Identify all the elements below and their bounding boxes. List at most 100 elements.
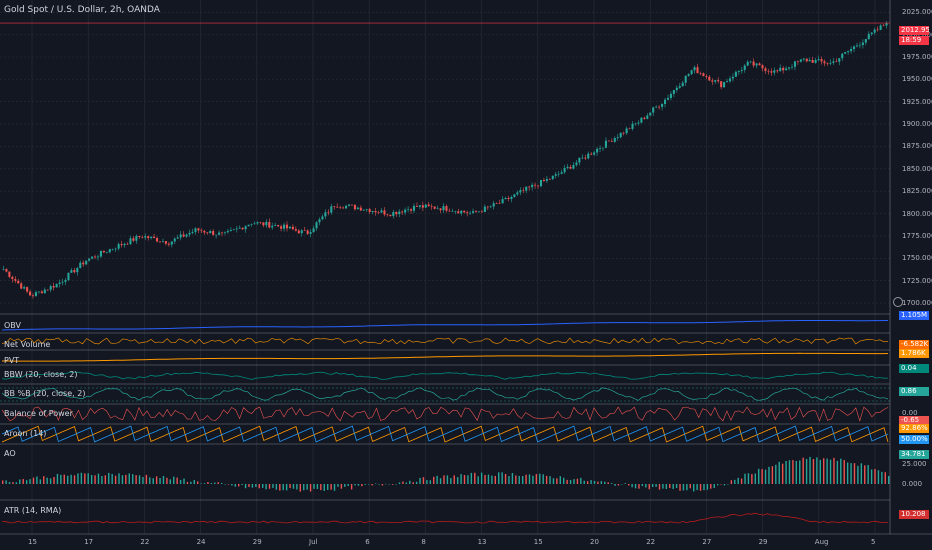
candle-body [599,148,602,149]
candle-body [829,62,832,64]
candle-body [764,68,767,71]
candle-body [185,234,188,237]
candle-body [220,232,224,234]
ao-bar [53,477,55,484]
candle-body [306,230,309,234]
time-tick: 27 [702,538,712,546]
candle-body [91,256,94,259]
candle-body [167,243,170,245]
ao-bar [398,482,401,484]
ao-bar [638,484,640,489]
ao-bar [761,469,763,484]
ao-bar [686,484,688,491]
ao-bar [734,479,736,484]
candle-body [271,225,274,228]
candle-body [247,224,250,227]
time-tick: 29 [758,538,768,546]
candle-body [554,174,557,176]
candle-body [285,224,289,229]
ao-bar [306,484,308,490]
candle-body [882,25,885,27]
ao-bar [12,482,14,484]
ao-bar [436,475,438,484]
aroon-up-line [1,425,889,443]
candle-body [566,166,569,168]
candle-body [327,212,330,213]
candle-body [681,82,684,87]
candle-body [690,70,693,75]
ao-bar [70,474,72,484]
candle-body [714,80,717,82]
bbp-pane-label: BB %B (20, close, 2) [4,389,86,398]
ao-bar [860,463,863,484]
ao-bar [816,457,818,484]
candle-body [855,45,859,47]
candle-body [76,267,79,273]
scroll-to-realtime-button[interactable] [893,297,903,307]
ao-bar [805,458,808,484]
bbw-value-badge: 0.04 [899,364,929,373]
candle-body [23,287,26,289]
ao-bar [354,484,356,486]
ao-bar [43,476,45,484]
obv-value-badge: 1.105M [899,311,929,320]
ao-bar [63,474,65,484]
ao-bar [39,479,42,484]
candle-body [501,199,504,204]
candle-body [486,206,489,208]
candle-body [758,63,761,66]
candle-body [17,280,20,284]
candle-body [820,59,823,62]
ao-bar [651,484,654,488]
ao-bar [121,475,124,484]
candle-body [445,206,448,211]
ao-bar [66,475,69,484]
candle-body [542,179,545,181]
ao-bar [689,484,691,489]
candle-body [823,61,826,64]
candle-body [29,291,32,296]
net-volume-value-badge: -6.582K [899,340,929,349]
obv-line [1,320,888,331]
ao-bar [350,484,353,490]
candle-body [336,206,339,208]
ao-bar [19,479,21,484]
candle-body [637,122,640,124]
time-tick: 15 [28,538,37,546]
price-tick: 1900.000 [902,120,932,129]
candle-body [49,286,52,290]
candle-body [170,241,173,245]
ao-bar [210,483,213,484]
candle-body [528,186,531,188]
ao-bar [713,484,715,489]
ao-bar [682,484,685,491]
candle-body [737,70,740,72]
ao-bar [388,484,390,485]
candle-body [613,138,616,142]
candle-body [793,61,797,67]
candle-body [70,270,73,273]
price-tick: 1775.000 [902,231,932,240]
ao-bar [559,476,561,484]
bbp-value-badge: 0.86 [899,387,929,396]
candle-body [480,211,483,213]
ao-bar [255,484,257,487]
pvt-value-badge: 1.786K [899,349,929,358]
candle-body [850,49,853,52]
ao-bar [617,484,620,486]
ao-bar [176,477,178,484]
candle-body [436,208,439,210]
time-tick: 22 [140,538,150,546]
candle-body [43,289,46,294]
ao-bar [241,484,243,485]
candle-body [395,212,398,215]
ao-bar [532,475,534,484]
ao-bar [515,475,517,484]
ao-bar [131,474,134,484]
candle-body [339,207,342,209]
ao-bar [549,476,551,484]
candle-body [386,214,389,216]
ao-bar [727,484,729,485]
